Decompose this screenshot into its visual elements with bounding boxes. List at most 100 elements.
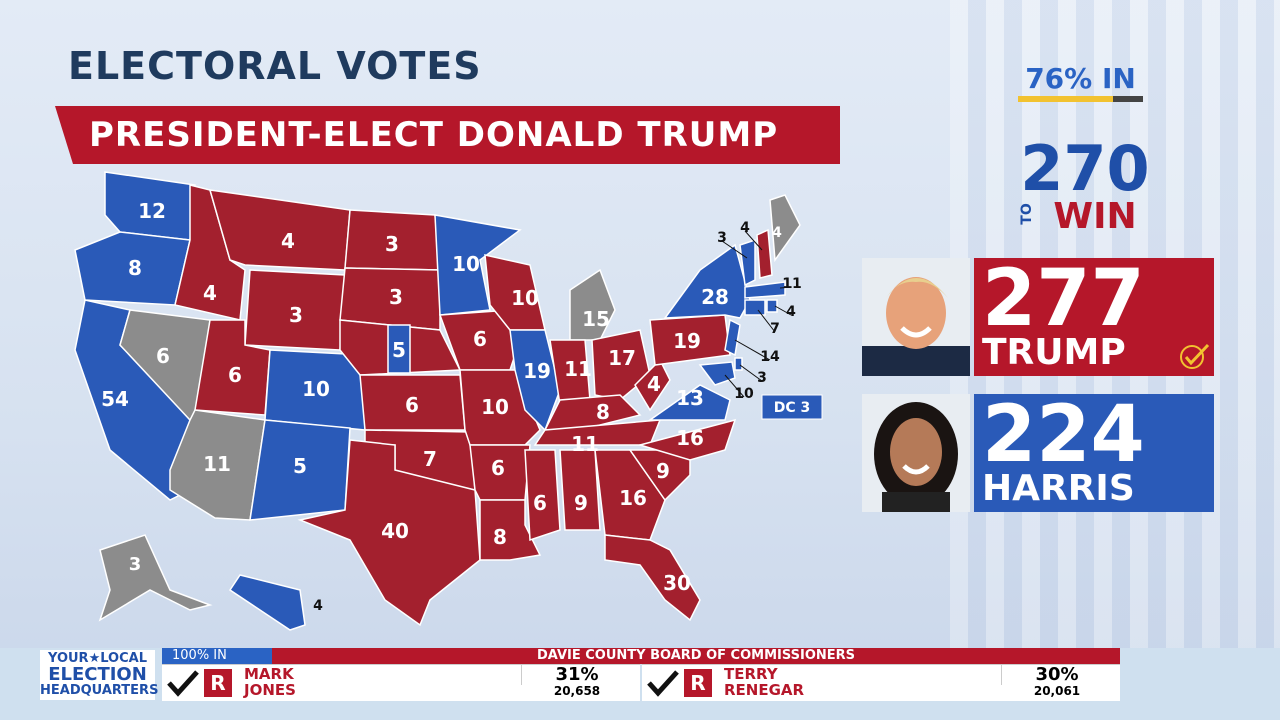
state-votes: 5 — [293, 454, 307, 478]
callout-line — [739, 364, 763, 382]
state — [734, 357, 743, 371]
callout-line — [721, 240, 748, 259]
state-votes: 9 — [656, 459, 670, 483]
progress-fill — [1018, 96, 1113, 102]
candidate-trump: 277 TRUMP — [862, 254, 1214, 376]
logo-line: ELECTION — [48, 664, 147, 685]
state-votes: 14 — [760, 349, 780, 365]
state-votes: 3 — [129, 554, 142, 575]
logo-line: HEADQUARTERS — [40, 683, 159, 698]
state-votes: 13 — [676, 386, 704, 410]
state-votes: 5 — [392, 338, 406, 362]
state-votes: 11 — [571, 432, 599, 456]
winner-check — [1180, 343, 1210, 369]
state — [766, 299, 778, 313]
state-votes: 19 — [523, 359, 551, 383]
state-votes: 11 — [782, 276, 801, 292]
state-votes: 12 — [138, 199, 166, 223]
state-votes: 11 — [564, 357, 592, 381]
state — [569, 268, 616, 341]
state-votes: 4 — [281, 229, 295, 253]
photo — [862, 258, 970, 376]
state-votes: 8 — [596, 400, 610, 424]
state-votes: 10 — [734, 386, 754, 402]
to-win-win: WIN — [1053, 196, 1136, 232]
state — [637, 418, 737, 461]
dc-label: DC 3 — [774, 400, 811, 416]
state-votes: 16 — [676, 426, 704, 450]
callout-line — [724, 374, 745, 398]
candidate-harris: 224 HARRIS — [862, 390, 1214, 512]
state-votes: 10 — [481, 395, 509, 419]
state — [739, 238, 756, 287]
photo — [862, 394, 970, 512]
state — [594, 449, 666, 541]
state-votes: 30 — [663, 571, 691, 595]
state-votes: 7 — [770, 321, 780, 337]
state-votes: 10 — [511, 286, 539, 310]
race-candidate: R MARK JONES 31% 20,658 — [162, 664, 640, 701]
check — [167, 670, 199, 697]
result-box: 277 TRUMP — [974, 254, 1214, 376]
state — [604, 534, 701, 622]
reporting: 100% IN — [162, 648, 272, 664]
callout-line — [774, 305, 792, 316]
state-votes: 11 — [203, 452, 231, 476]
votes: 277 — [982, 254, 1145, 344]
percent: 30% — [1001, 665, 1112, 685]
state — [559, 449, 601, 531]
state-votes: 4 — [772, 225, 782, 241]
state — [756, 228, 773, 279]
banner: PRESIDENT-ELECT DONALD TRUMP — [55, 106, 840, 164]
vote-count: 20,658 — [553, 684, 601, 698]
state-votes: 15 — [582, 307, 610, 331]
state-votes: 6 — [533, 491, 547, 515]
last-name: JONES — [244, 681, 296, 699]
state — [434, 214, 522, 316]
state-votes: 3 — [289, 303, 303, 327]
party: R — [684, 669, 712, 697]
votes: 224 — [982, 390, 1145, 480]
logo-line: YOUR★LOCAL — [48, 651, 147, 666]
state-votes: 6 — [491, 456, 505, 480]
state — [634, 358, 671, 412]
state — [208, 189, 351, 271]
state-votes: 8 — [493, 525, 507, 549]
state-votes: 3 — [717, 230, 727, 246]
name: MARK JONES — [244, 666, 296, 698]
first-name: MARK — [244, 665, 294, 683]
callout-line — [734, 339, 771, 361]
state — [479, 499, 542, 561]
party: R — [204, 669, 232, 697]
state-votes: 8 — [128, 256, 142, 280]
state-votes: 7 — [423, 447, 437, 471]
result-box: 224 HARRIS — [974, 390, 1214, 512]
state — [591, 329, 651, 401]
progress-bar — [1018, 96, 1143, 102]
state-votes: 40 — [381, 519, 409, 543]
to-win: 270 TO WIN — [1019, 132, 1150, 232]
state — [98, 534, 213, 622]
title: ELECTORAL VOTES — [68, 44, 482, 88]
state-votes: 19 — [673, 329, 701, 353]
state — [228, 574, 306, 631]
state-votes: 54 — [101, 387, 129, 411]
state-votes: 4 — [786, 304, 796, 320]
state-votes: 4 — [313, 598, 323, 614]
race-title: DAVIE COUNTY BOARD OF COMMISSIONERS — [272, 648, 1120, 664]
to-win-to: TO — [1019, 203, 1035, 225]
state-votes: 3 — [385, 232, 399, 256]
name: TRUMP — [982, 332, 1126, 373]
state-votes: 4 — [740, 220, 750, 236]
state — [744, 281, 786, 299]
to-win-number: 270 — [1020, 132, 1149, 205]
state-votes: 6 — [405, 393, 419, 417]
state — [387, 324, 411, 374]
percent: 31% — [521, 665, 632, 685]
state — [647, 384, 731, 421]
state — [698, 361, 736, 386]
race-candidate: R TERRY RENEGAR 30% 20,061 — [642, 664, 1120, 701]
state-votes: 10 — [452, 252, 480, 276]
